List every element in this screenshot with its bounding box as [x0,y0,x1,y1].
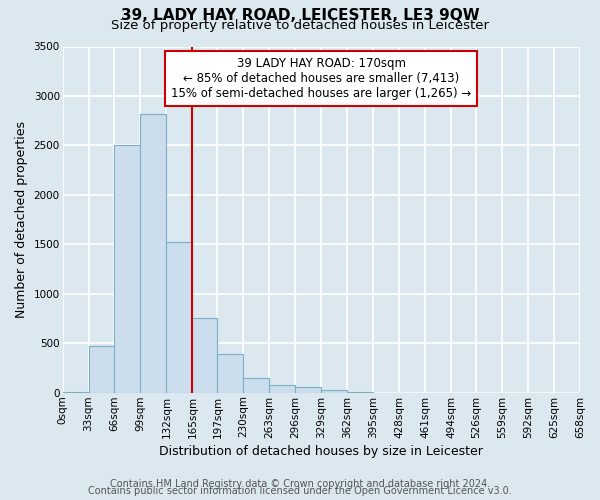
Bar [115,146,140,392]
Text: Size of property relative to detached houses in Leicester: Size of property relative to detached ho… [111,19,489,32]
Text: Contains HM Land Registry data © Crown copyright and database right 2024.: Contains HM Land Registry data © Crown c… [110,479,490,489]
Text: 39, LADY HAY ROAD, LEICESTER, LE3 9QW: 39, LADY HAY ROAD, LEICESTER, LE3 9QW [121,8,479,22]
Bar [244,378,269,392]
Text: Contains public sector information licensed under the Open Government Licence v3: Contains public sector information licen… [88,486,512,496]
Bar [295,386,321,392]
Bar [166,242,193,392]
Text: 39 LADY HAY ROAD: 170sqm
← 85% of detached houses are smaller (7,413)
15% of sem: 39 LADY HAY ROAD: 170sqm ← 85% of detach… [171,57,472,100]
Bar [217,354,244,393]
Bar [140,114,166,392]
Bar [193,318,217,392]
Bar [89,346,115,393]
X-axis label: Distribution of detached houses by size in Leicester: Distribution of detached houses by size … [160,444,483,458]
Y-axis label: Number of detached properties: Number of detached properties [15,121,28,318]
Bar [269,384,295,392]
Bar [321,390,347,392]
